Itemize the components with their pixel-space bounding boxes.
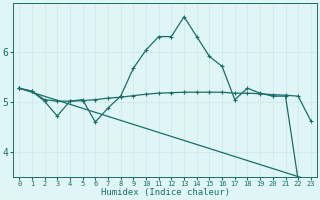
X-axis label: Humidex (Indice chaleur): Humidex (Indice chaleur) <box>100 188 229 197</box>
